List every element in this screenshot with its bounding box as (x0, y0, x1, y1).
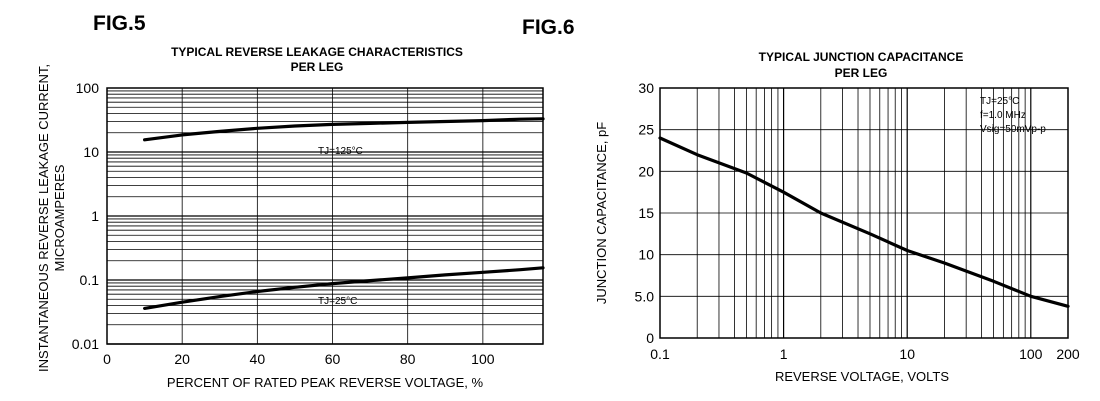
fig6-condition-tj: TJ=25°C (980, 96, 1019, 107)
fig5-y-tick-labels: 0.01 0.1 1 10 100 (72, 80, 99, 352)
fig6-plot-frame (659, 87, 1069, 339)
fig6-x-axis-label: REVERSE VOLTAGE, VOLTS (775, 369, 949, 384)
fig6-series-line-0 (658, 136, 1070, 308)
fig5-x-tick-labels: 0 20 40 60 80 100 (103, 351, 495, 367)
fig5-series-line-1 (143, 266, 545, 310)
fig5-y-tick-1: 1 (91, 208, 99, 224)
fig6-series-lines (658, 136, 1070, 308)
fig6-x-tick-200: 200 (1056, 346, 1080, 362)
fig5-y-tick-0.01: 0.01 (72, 336, 99, 352)
fig6-title-line2: PER LEG (835, 66, 888, 80)
fig6-y-tick-20: 20 (638, 163, 654, 179)
fig6-condition-vsig: Vsig=50mVp-p (980, 124, 1046, 135)
fig5-x-axis-label: PERCENT OF RATED PEAK REVERSE VOLTAGE, % (167, 375, 484, 390)
fig6-y-axis-label: JUNCTION CAPACITANCE, pF (594, 122, 609, 304)
fig5-series-label-25c: TJ=25°C (318, 296, 357, 307)
fig5-plot-frame (106, 87, 544, 345)
fig6-title-line1: TYPICAL JUNCTION CAPACITANCE (759, 50, 964, 64)
fig6-label: FIG.6 (522, 16, 575, 39)
fig6-y-tick-25: 25 (638, 122, 654, 138)
fig5-series-line-0 (143, 117, 545, 142)
fig5-y-axis-label-line2: MICROAMPERES (52, 164, 67, 271)
fig6-y-tick-30: 30 (638, 80, 654, 96)
fig6-y-tick-10: 10 (638, 247, 654, 263)
fig6-y-tick-5.0: 5.0 (635, 288, 655, 304)
fig6-x-tick-labels: 0.1 1 10 100 200 (650, 346, 1080, 362)
fig6-y-tick-15: 15 (638, 205, 654, 221)
fig5-title-line1: TYPICAL REVERSE LEAKAGE CHARACTERISTICS (171, 45, 463, 59)
fig5-gridlines (107, 88, 543, 345)
fig6-chart: FIG.6 TYPICAL JUNCTION CAPACITANCE PER L… (522, 16, 1080, 384)
fig5-x-tick-80: 80 (400, 351, 416, 367)
fig5-x-tick-40: 40 (250, 351, 266, 367)
fig5-series-label-125c: TJ=125°C (318, 146, 363, 157)
fig5-title-line2: PER LEG (291, 60, 344, 74)
fig5-y-axis-label-line1: INSTANTANEOUS REVERSE LEAKAGE CURRENT, (36, 64, 51, 372)
fig5-y-tick-0.1: 0.1 (80, 272, 100, 288)
fig6-x-tick-1: 1 (780, 346, 788, 362)
fig6-y-tick-labels: 0 5.0 10 15 20 25 30 (635, 80, 655, 346)
fig5-chart: FIG.5 TYPICAL REVERSE LEAKAGE CHARACTERI… (36, 12, 545, 390)
fig5-y-tick-100: 100 (76, 80, 100, 96)
fig5-x-tick-20: 20 (174, 351, 190, 367)
fig6-x-tick-0.1: 0.1 (650, 346, 670, 362)
fig5-y-tick-10: 10 (83, 144, 99, 160)
fig5-label: FIG.5 (93, 12, 146, 35)
fig5-series-lines (143, 117, 545, 310)
fig6-x-tick-10: 10 (899, 346, 915, 362)
fig5-x-tick-60: 60 (325, 351, 341, 367)
fig6-gridlines (660, 88, 1068, 338)
fig6-x-tick-100: 100 (1019, 346, 1043, 362)
fig6-condition-freq: f=1.0 MHz (980, 110, 1026, 121)
fig5-x-tick-100: 100 (471, 351, 495, 367)
fig6-y-tick-0: 0 (646, 330, 654, 346)
fig5-x-tick-0: 0 (103, 351, 111, 367)
